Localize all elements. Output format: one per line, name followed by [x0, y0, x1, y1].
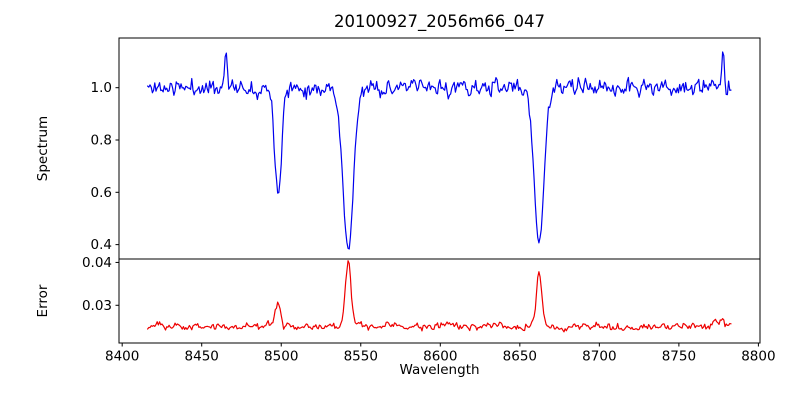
spectrum-line	[147, 51, 732, 250]
y-axis-label-error: Error	[35, 284, 51, 317]
x-tick-label: 8750	[662, 349, 696, 365]
x-axis-label: Wavelength	[399, 362, 479, 378]
y-axis-label-spectrum: Spectrum	[35, 116, 51, 181]
data-series	[147, 51, 732, 333]
x-tick-label: 8700	[582, 349, 616, 365]
chart-title: 20100927_2056m66_047	[334, 12, 545, 32]
y-tick-label: 0.04	[82, 255, 112, 271]
x-tick-label: 8400	[105, 349, 139, 365]
y-tick-label: 0.4	[91, 237, 112, 253]
x-tick-label: 8550	[344, 349, 378, 365]
x-tick-label: 8600	[423, 349, 457, 365]
y-tick-label: 0.8	[91, 133, 112, 149]
error-line	[147, 260, 732, 333]
y-tick-label: 0.03	[82, 298, 112, 314]
x-tick-label: 8800	[741, 349, 775, 365]
x-tick-label: 8650	[503, 349, 537, 365]
y-tick-label: 0.6	[91, 185, 112, 201]
error-panel-frame	[118, 258, 761, 344]
x-tick-label: 8450	[185, 349, 219, 365]
axis-ticks: 0.4 0.6 0.8 1.0 0.03 0.04 8400 8450 8500 8550 8600…	[82, 80, 776, 364]
x-tick-label: 8500	[264, 349, 298, 365]
y-tick-label: 1.0	[91, 80, 112, 96]
spectrum-panel-frame	[118, 37, 761, 260]
